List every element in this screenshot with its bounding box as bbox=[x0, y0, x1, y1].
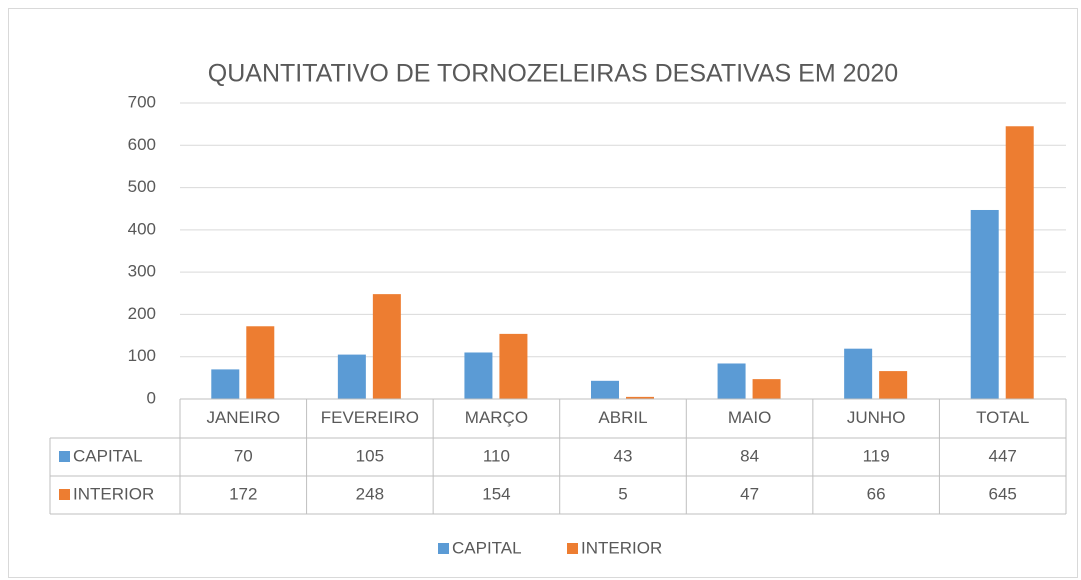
bar bbox=[752, 379, 781, 399]
legend-key bbox=[567, 543, 578, 554]
table-value: 5 bbox=[618, 484, 627, 503]
bar bbox=[1005, 126, 1034, 399]
x-tick-label: ABRIL bbox=[598, 408, 647, 427]
bar bbox=[337, 354, 366, 399]
bar bbox=[211, 369, 240, 399]
bar bbox=[246, 326, 275, 399]
y-tick-label: 400 bbox=[128, 219, 156, 238]
table-value: 43 bbox=[614, 446, 633, 465]
table-row-label: INTERIOR bbox=[73, 484, 154, 503]
table-legend-key bbox=[59, 451, 70, 462]
chart-border bbox=[8, 8, 1078, 578]
table-value: 110 bbox=[483, 446, 510, 465]
bar bbox=[499, 333, 528, 399]
legend-label: INTERIOR bbox=[581, 538, 662, 557]
y-tick-label: 100 bbox=[128, 346, 156, 365]
x-tick-label: JUNHO bbox=[847, 408, 906, 427]
bar bbox=[372, 294, 401, 399]
table-value: 119 bbox=[863, 446, 890, 465]
bar bbox=[970, 209, 999, 399]
chart-title: QUANTITATIVO DE TORNOZELEIRAS DESATIVAS … bbox=[208, 60, 898, 88]
table-value: 47 bbox=[740, 484, 759, 503]
table-value: 447 bbox=[989, 446, 1017, 465]
legend-label: CAPITAL bbox=[452, 538, 522, 557]
y-tick-label: 500 bbox=[128, 177, 156, 196]
table-value: 70 bbox=[234, 446, 253, 465]
x-tick-label: MAIO bbox=[728, 408, 771, 427]
bar bbox=[879, 371, 908, 399]
y-tick-label: 700 bbox=[128, 92, 156, 111]
table-value: 645 bbox=[989, 484, 1017, 503]
y-tick-label: 600 bbox=[128, 135, 156, 154]
table-row-label: CAPITAL bbox=[73, 446, 143, 465]
bar bbox=[464, 352, 493, 399]
table-value: 105 bbox=[356, 446, 384, 465]
x-tick-label: MARÇO bbox=[465, 408, 528, 427]
table-value: 172 bbox=[229, 484, 257, 503]
table-value: 66 bbox=[867, 484, 886, 503]
bar bbox=[844, 348, 873, 399]
table-value: 248 bbox=[356, 484, 384, 503]
x-tick-label: TOTAL bbox=[976, 408, 1029, 427]
table-legend-key bbox=[59, 489, 70, 500]
y-tick-label: 300 bbox=[128, 262, 156, 281]
table-value: 154 bbox=[482, 484, 510, 503]
x-tick-label: JANEIRO bbox=[206, 408, 280, 427]
bar bbox=[717, 363, 746, 399]
bar bbox=[626, 396, 654, 399]
y-tick-label: 0 bbox=[147, 388, 156, 407]
x-tick-label: FEVEREIRO bbox=[321, 408, 419, 427]
table-value: 84 bbox=[740, 446, 759, 465]
y-tick-label: 200 bbox=[128, 304, 156, 323]
legend-key bbox=[438, 543, 449, 554]
bar bbox=[591, 380, 619, 399]
